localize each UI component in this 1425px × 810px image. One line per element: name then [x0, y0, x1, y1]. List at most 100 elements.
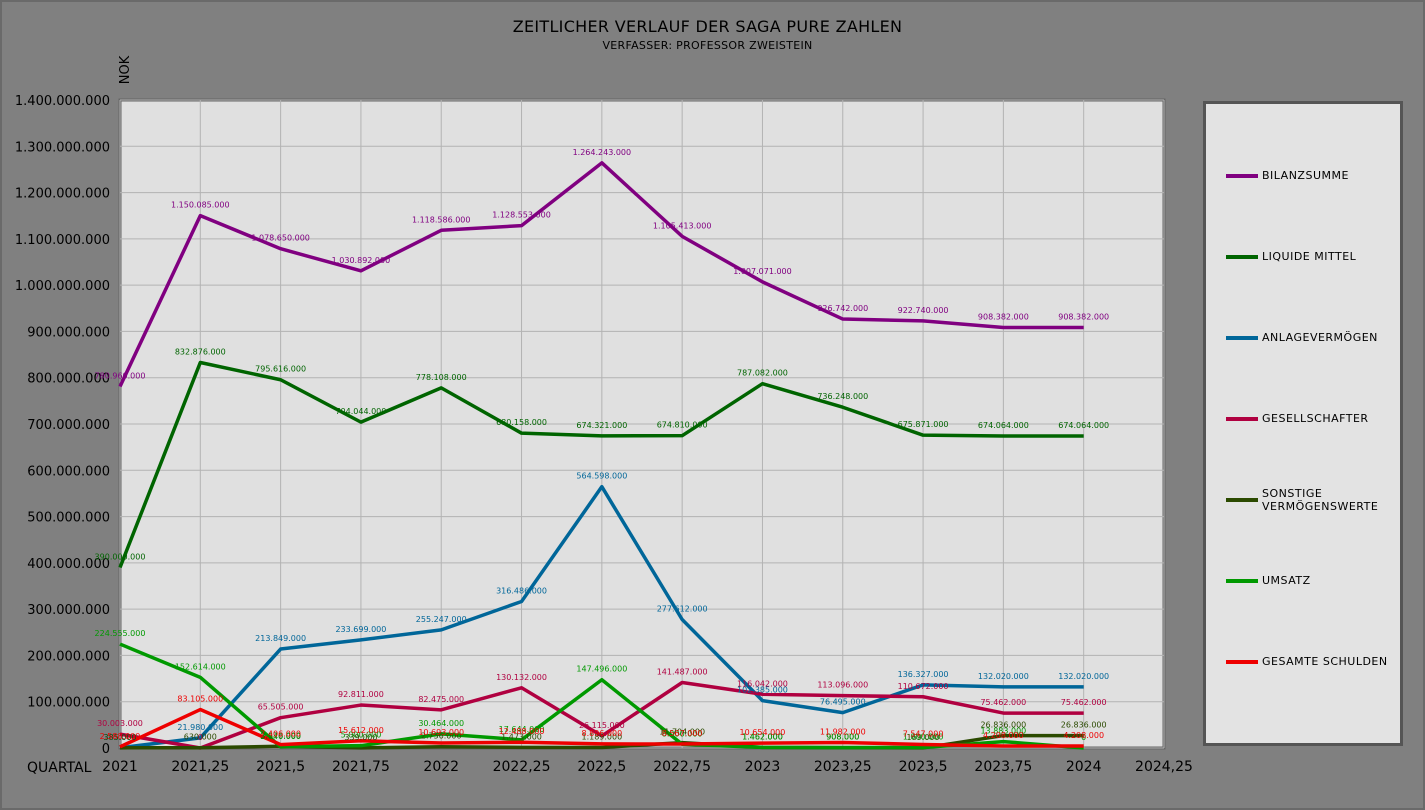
y-tick-label: 300.000.000	[27, 603, 110, 618]
data-label: 102.385.000	[737, 686, 788, 695]
data-label: 7.547.000	[903, 730, 944, 739]
data-label: 130.132.000	[496, 673, 547, 682]
y-tick-label: 200.000.000	[27, 649, 110, 664]
data-label: 385.000	[103, 733, 136, 742]
data-label: 316.486.000	[496, 587, 547, 596]
data-label: 7.406.000	[260, 730, 301, 739]
legend-item: UMSATZ	[1226, 572, 1396, 602]
data-label: 213.849.000	[255, 634, 306, 643]
data-label: 8.567.000	[662, 729, 703, 738]
data-label: 255.247.000	[416, 615, 467, 624]
x-tick-label: 2023,25	[814, 759, 872, 775]
x-tick-label: 2024,25	[1135, 759, 1193, 775]
data-label: 908.382.000	[978, 313, 1029, 322]
data-label: 675.871.000	[898, 420, 949, 429]
data-label: 385.000	[103, 733, 136, 742]
data-label: 2.640.000	[260, 732, 301, 741]
data-label: 92.811.000	[338, 690, 384, 699]
data-label: 2.756.000	[421, 732, 462, 741]
data-label: 10.654.000	[740, 728, 786, 737]
y-tick-label: 800.000.000	[27, 372, 110, 387]
data-label: 4.208.000	[983, 731, 1024, 740]
legend-item: ANLAGEVERMÖGEN	[1226, 329, 1396, 359]
legend-swatch	[1226, 498, 1258, 502]
legend-label: SONSTIGE VERMÖGENSWERTE	[1262, 487, 1379, 513]
data-label: 908.000	[826, 733, 859, 742]
y-tick-label: 500.000.000	[27, 511, 110, 526]
y-tick-label: 1.300.000.000	[15, 140, 110, 155]
x-tick-label: 2024	[1066, 759, 1102, 775]
data-label: 922.740.000	[898, 306, 949, 315]
data-label: 908.000	[826, 733, 859, 742]
data-label: 224.555.000	[95, 629, 146, 638]
y-tick-label: 600.000.000	[27, 464, 110, 479]
data-label: 1.030.892.000	[332, 256, 391, 265]
data-label: 113.096.000	[817, 681, 868, 690]
data-label: 132.020.000	[1058, 672, 1109, 681]
data-label: 787.082.000	[737, 369, 788, 378]
data-label: 11.982.000	[820, 727, 866, 736]
y-tick-label: 400.000.000	[27, 557, 110, 572]
y-tick-label: 100.000.000	[27, 696, 110, 711]
data-label: 8.000.000	[662, 729, 703, 738]
data-label: 680.158.000	[496, 418, 547, 427]
legend-label: UMSATZ	[1262, 574, 1311, 587]
legend-label: BILANZSUMME	[1262, 169, 1349, 182]
data-label: 1.105.413.000	[653, 221, 712, 230]
data-label: 1.189.000	[581, 732, 622, 741]
data-label: 780.960.000	[95, 372, 146, 381]
x-tick-label: 2023,5	[899, 759, 948, 775]
data-label: 4.208.000	[1063, 731, 1104, 740]
data-label: 736.248.000	[817, 392, 868, 401]
series-line	[119, 484, 1084, 750]
series-line	[118, 161, 1084, 388]
data-label: 832.876.000	[175, 347, 226, 356]
chart-title: ZEITLICHER VERLAUF DER SAGA PURE ZAHLEN	[512, 17, 903, 36]
data-label: 1.000.000	[903, 733, 944, 742]
series-line	[119, 707, 1084, 749]
data-label: 339.000	[344, 733, 377, 742]
data-label: 82.475.000	[418, 695, 464, 704]
x-tick-label: 2021	[102, 759, 138, 775]
data-label: 277.612.000	[657, 605, 708, 614]
data-label: 132.020.000	[978, 672, 1029, 681]
series-line	[119, 642, 1084, 750]
chart-subtitle: VERFASSER: PROFESSOR ZWEISTEIN	[602, 39, 813, 52]
legend-item: LIQUIDE MITTEL	[1226, 248, 1396, 278]
data-label: 3.676.000	[260, 731, 301, 740]
x-tick-label: 2021,5	[256, 759, 305, 775]
data-label: 0	[198, 733, 203, 742]
legend-swatch	[1226, 336, 1258, 340]
y-tick-label: 700.000.000	[27, 418, 110, 433]
x-tick-label: 2022,5	[577, 759, 626, 775]
y-tick-label: 900.000.000	[27, 325, 110, 340]
data-label: 630.000	[184, 733, 217, 742]
series-line	[118, 360, 1084, 569]
data-label: 12.488.000	[499, 727, 545, 736]
data-label: 1.078.650.000	[251, 234, 310, 243]
data-label: 1.462.000	[742, 732, 783, 741]
data-label: 147.496.000	[576, 665, 627, 674]
data-label: 674.321.000	[576, 421, 627, 430]
legend-item: SONSTIGE VERMÖGENSWERTE	[1226, 487, 1396, 521]
legend-label: ANLAGEVERMÖGEN	[1262, 331, 1378, 344]
legend-label: LIQUIDE MITTEL	[1262, 250, 1357, 263]
data-label: 674.064.000	[978, 421, 1029, 430]
data-label: 26.836.000	[980, 721, 1026, 730]
data-label: 2.588.000	[100, 732, 141, 741]
data-label: 110.672.000	[898, 682, 949, 691]
legend-swatch	[1226, 579, 1258, 583]
y-tick-label: 1.400.000.000	[15, 94, 110, 109]
y-tick-label: 1.000.000.000	[15, 279, 110, 294]
data-label: 674.064.000	[1058, 421, 1109, 430]
data-label: 21.980.000	[177, 723, 223, 732]
legend-swatch	[1226, 255, 1258, 259]
data-label: 926.742.000	[817, 304, 868, 313]
legend-swatch	[1226, 174, 1258, 178]
data-label: 1.462.000	[742, 732, 783, 741]
data-label: 778.108.000	[416, 373, 467, 382]
data-label: 10.693.000	[418, 728, 464, 737]
data-label: 83.105.000	[177, 695, 223, 704]
x-tick-label: 2021,75	[332, 759, 390, 775]
